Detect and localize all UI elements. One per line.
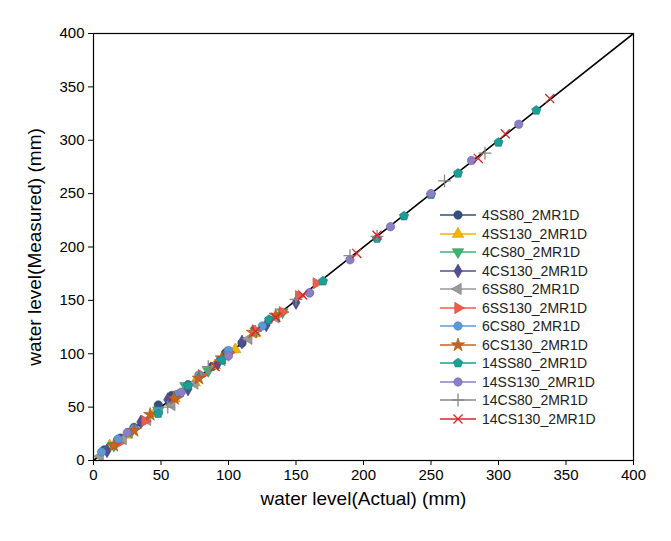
html-text:4CS80_2MR1D: 4CS80_2MR1D: [482, 244, 581, 260]
html-text:6SS80_2MR1D: 6SS80_2MR1D: [482, 281, 580, 297]
svg-text:water level(Measured) (mm): water level(Measured) (mm): [24, 128, 45, 367]
svg-text:250: 250: [59, 184, 84, 201]
svg-text:200: 200: [351, 466, 376, 483]
html-text:4SS130_2MR1D: 4SS130_2MR1D: [482, 225, 588, 242]
html-text:14SS130_2MR1D: 14SS130_2MR1D: [482, 373, 595, 390]
svg-text:350: 350: [553, 466, 578, 483]
html-text:14CS130_2MR1D: 14CS130_2MR1D: [482, 410, 596, 427]
svg-text:150: 150: [283, 466, 308, 483]
html-text:6CS80_2MR1D: 6CS80_2MR1D: [482, 318, 581, 334]
html-text:14SS80_2MR1D: 14SS80_2MR1D: [482, 355, 588, 371]
svg-text:50: 50: [153, 466, 170, 483]
svg-text:250: 250: [418, 466, 443, 483]
svg-text:150: 150: [59, 291, 84, 308]
html-text:4SS80_2MR1D: 4SS80_2MR1D: [482, 207, 580, 223]
svg-text:350: 350: [59, 78, 84, 95]
svg-text:0: 0: [89, 466, 97, 483]
html-text:14CS80_2MR1D: 14CS80_2MR1D: [482, 392, 588, 408]
svg-text:50: 50: [68, 398, 85, 415]
svg-text:400: 400: [59, 24, 84, 41]
html-text:6CS130_2MR1D: 6CS130_2MR1D: [482, 336, 588, 353]
svg-text:300: 300: [59, 131, 84, 148]
svg-text:100: 100: [59, 345, 84, 362]
svg-text:100: 100: [216, 466, 241, 483]
svg-text:400: 400: [621, 466, 646, 483]
html-text:6SS130_2MR1D: 6SS130_2MR1D: [482, 299, 588, 316]
svg-text:0: 0: [76, 451, 84, 468]
svg-text:300: 300: [486, 466, 511, 483]
html-text:4CS130_2MR1D: 4CS130_2MR1D: [482, 262, 588, 279]
svg-text:water level(Actual) (mm): water level(Actual) (mm): [260, 488, 467, 509]
svg-text:200: 200: [59, 238, 84, 255]
